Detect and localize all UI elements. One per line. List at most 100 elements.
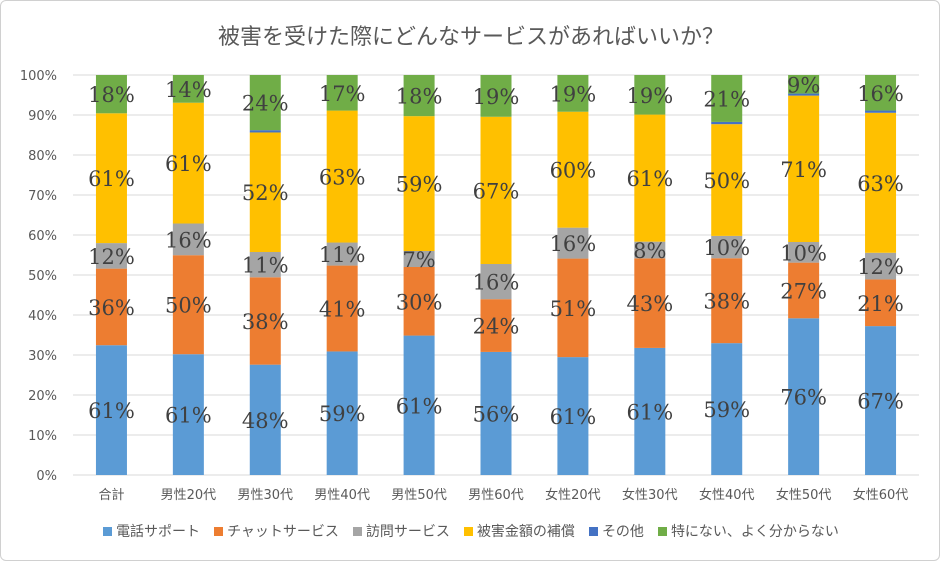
bar-segment: [403, 335, 435, 475]
data-label: 67%: [473, 179, 520, 203]
y-tick-label: 80%: [28, 149, 57, 164]
bar-segment: [865, 75, 897, 111]
bar-segment: [788, 242, 820, 263]
data-label: 61%: [396, 394, 443, 418]
legend-label: 特にない、よく分からない: [670, 524, 839, 540]
bar-segment: [480, 116, 512, 265]
stacked-bar-chart: 0% 10% 20% 30% 40% 50% 60% 70% 80% 90% 100% 61% 36% 1…: [20, 69, 919, 503]
bar-segment: [326, 110, 358, 243]
bar-segment: [480, 351, 512, 475]
bar-segment: [788, 95, 820, 243]
x-tick-label: 男性50代: [391, 488, 447, 503]
data-label: 48%: [242, 409, 289, 433]
data-label: 24%: [242, 92, 289, 116]
x-tick-label: 男性40代: [314, 488, 370, 503]
bar-segment: [326, 75, 358, 111]
bar-segment: [249, 252, 281, 278]
bar-segment: [326, 351, 358, 475]
data-label: 11%: [319, 243, 366, 267]
data-label: 56%: [473, 402, 520, 426]
x-tick-label: 男性20代: [161, 488, 217, 503]
bar-segment: [480, 75, 512, 117]
legend-item: その他: [588, 521, 644, 541]
x-tick-label: 女性60代: [853, 487, 909, 503]
data-label: 61%: [165, 152, 212, 176]
data-label: 17%: [319, 82, 366, 106]
bar-segment: [711, 75, 743, 122]
bar-segment: [95, 113, 127, 244]
legend-label: チャットサービス: [227, 524, 339, 540]
bar-segment: [865, 252, 897, 280]
data-label: 63%: [857, 172, 904, 196]
data-label: 38%: [242, 310, 289, 334]
chart-title: 被害を受けた際にどんなサービスがあればいいか？: [217, 25, 724, 50]
bar-segment: [95, 268, 127, 346]
data-label: 12%: [857, 255, 904, 279]
x-tick-label: 男性60代: [468, 488, 524, 503]
legend-label: 電話サポート: [116, 524, 201, 540]
legend: 電話サポート チャットサービス 訪問サービス 被害金額の補償 その他 特にない、よく分から…: [1, 521, 939, 541]
y-tick-label: 0%: [36, 469, 57, 484]
y-tick-label: 50%: [28, 269, 57, 284]
legend-swatch: [103, 526, 113, 536]
x-tick-label: 女性40代: [699, 487, 755, 503]
bar-segment: [634, 347, 666, 475]
bar-segment: [403, 116, 435, 252]
y-tick-label: 100%: [20, 69, 57, 84]
data-label: 60%: [550, 159, 597, 183]
bar-segment: [403, 251, 435, 267]
data-label: 59%: [319, 402, 366, 426]
data-label: 36%: [88, 296, 135, 320]
data-label: 61%: [626, 167, 673, 191]
data-label: 11%: [242, 254, 289, 278]
bar-segment: [403, 267, 435, 336]
data-label: 43%: [626, 292, 673, 316]
x-tick-label: 女性30代: [622, 487, 678, 503]
data-label: 63%: [319, 166, 366, 190]
bar-segment: [172, 223, 204, 256]
data-label: 18%: [88, 83, 135, 107]
data-label: 16%: [473, 271, 520, 295]
legend-item: チャットサービス: [214, 521, 339, 541]
data-label: 14%: [165, 78, 212, 102]
data-label: 67%: [857, 390, 904, 414]
y-tick-label: 60%: [28, 229, 57, 244]
bar-segment: [634, 258, 666, 348]
bar-segment: [865, 112, 897, 253]
y-tick-label: 20%: [28, 389, 57, 404]
bar-segment: [788, 262, 820, 319]
bar-segment: [634, 114, 666, 242]
bar-segment: [634, 75, 666, 115]
data-label: 16%: [165, 228, 212, 252]
bar-segment: [634, 241, 666, 259]
data-label: 9%: [787, 73, 820, 97]
bar-segment: [865, 279, 897, 327]
bar-segment: [172, 75, 204, 103]
bar-segment: [865, 110, 897, 113]
data-label: 30%: [396, 290, 443, 314]
bar-segment: [249, 75, 281, 131]
bar-segment: [480, 264, 512, 300]
data-label: 27%: [780, 279, 827, 303]
legend-swatch: [588, 526, 598, 536]
bar-segment: [865, 326, 897, 475]
x-tick-label: 女性50代: [776, 487, 832, 503]
bar-segment: [172, 255, 204, 355]
legend-item: 電話サポート: [103, 521, 200, 541]
x-tick-label: 女性20代: [545, 487, 601, 503]
legend-swatch: [214, 526, 224, 536]
bar-segment: [249, 277, 281, 365]
bar-segment: [95, 243, 127, 269]
bar-segment: [95, 75, 127, 114]
bar-segment: [788, 318, 820, 475]
legend-label: 訪問サービス: [365, 524, 450, 540]
legend-item: 訪問サービス: [352, 521, 450, 541]
data-label: 8%: [633, 239, 666, 263]
data-label: 21%: [857, 292, 904, 316]
bar-segment: [172, 102, 204, 224]
bar-segment: [557, 75, 589, 112]
bar-segment: [711, 343, 743, 475]
data-label: 19%: [626, 84, 673, 108]
bar-segment: [711, 258, 743, 344]
